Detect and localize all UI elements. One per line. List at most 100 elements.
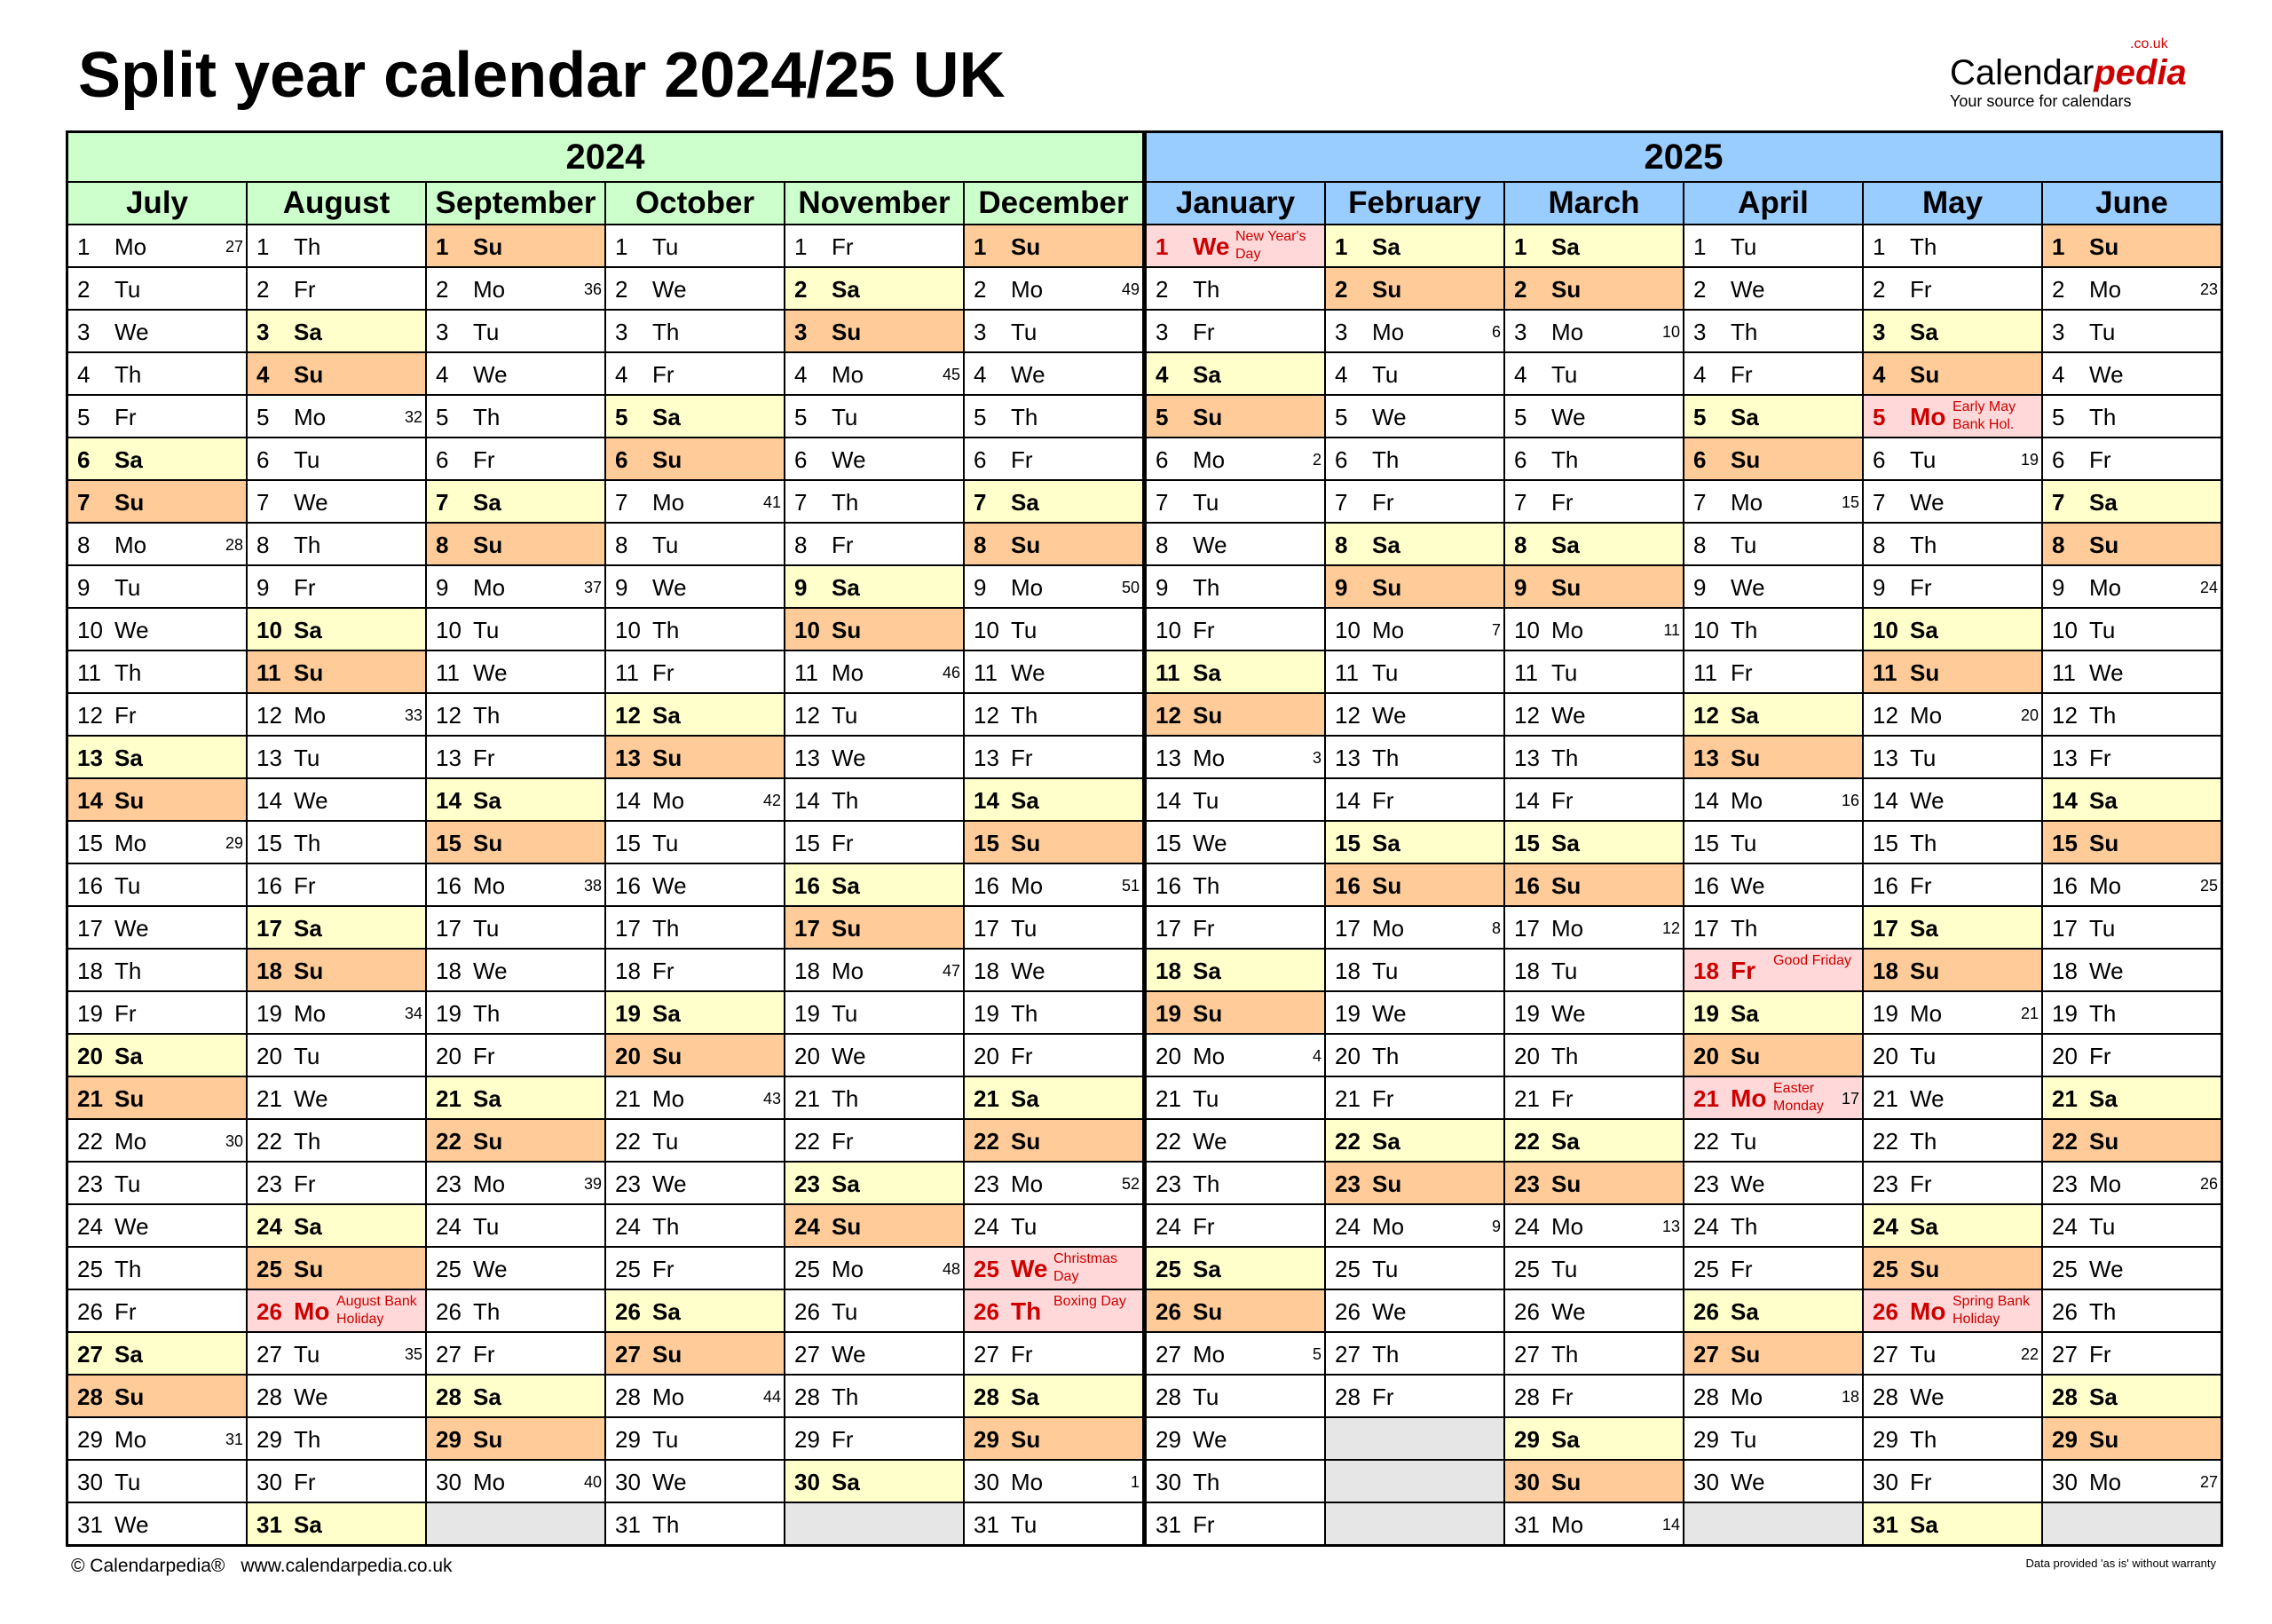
day-row: 21 Su 21 We 21 Sa 21 Mo 43 21 Th 21 Sa 21 Tu 21 Fr 21 Fr 21… [66, 1076, 2223, 1120]
day-cell: 19 Tu [784, 990, 965, 1035]
weekday-label: Mo [1193, 745, 1226, 771]
day-cell: 9 Mo 37 [425, 564, 606, 609]
day-number: 17 [1873, 915, 1898, 942]
weekday-label: Th [1731, 915, 1758, 942]
day-cell: 3 Su [784, 309, 965, 353]
weekday-label: Mo [832, 361, 864, 388]
weekday-label: Su [473, 1128, 503, 1155]
day-cell: 11 Fr [604, 650, 785, 694]
weekday-label: Fr [1551, 489, 1574, 516]
weekday-label: Fr [473, 1341, 495, 1368]
weekday-label: Su [1011, 532, 1041, 558]
day-number: 15 [1693, 830, 1719, 856]
weekday-label: We [2089, 659, 2124, 686]
weekday-label: Th [114, 958, 142, 984]
empty-cell [784, 1502, 965, 1547]
day-number: 6 [77, 446, 91, 473]
day-number: 16 [77, 872, 103, 899]
day-cell: 1 Sa [1324, 224, 1505, 268]
weekday-label: Tu [1193, 489, 1219, 516]
day-cell: 22 Tu [604, 1118, 785, 1163]
website-link[interactable]: www.calendarpedia.co.uk [241, 1556, 453, 1576]
weekday-label: Fr [1011, 446, 1033, 473]
weekday-label: Tu [473, 319, 500, 345]
weekday-label: Sa [832, 1171, 860, 1197]
day-number: 13 [1514, 745, 1540, 771]
day-number: 28 [1873, 1384, 1898, 1410]
day-cell: 15 Su [425, 820, 606, 864]
weekday-label: Su [1731, 1043, 1761, 1069]
weekday-label: Su [832, 319, 862, 345]
day-cell: 11 Tu [1324, 650, 1505, 694]
weekday-label: Sa [832, 276, 860, 303]
day-number: 12 [615, 702, 641, 729]
day-cell: 8 Tu [1683, 522, 1864, 566]
day-cell: 12 Th [425, 692, 606, 737]
day-cell: 22 Tu [1683, 1118, 1864, 1163]
weekday-label: Fr [114, 1000, 137, 1027]
day-cell: 13 Su [604, 735, 785, 779]
weekday-label: Sa [2089, 1085, 2118, 1112]
weekday-label: Fr [1193, 1511, 1215, 1538]
day-number: 29 [615, 1426, 641, 1453]
day-number: 2 [794, 276, 808, 303]
day-cell: 27 Fr [2041, 1331, 2223, 1376]
day-cell: 28 Sa [963, 1374, 1146, 1418]
weekday-label: Mo [1731, 489, 1763, 516]
weekday-label: Mo [832, 958, 864, 984]
weekday-label: Fr [2089, 1043, 2111, 1069]
weekday-label: Fr [652, 659, 674, 686]
week-number: 42 [762, 792, 781, 809]
weekday-label: Su [1011, 1426, 1041, 1453]
weekday-label: Sa [294, 915, 322, 942]
day-number: 9 [256, 574, 270, 601]
day-number: 27 [1873, 1341, 1898, 1368]
weekday-label: Fr [1372, 787, 1394, 814]
weekday-label: Mo [1731, 787, 1763, 814]
day-cell: 25 Fr [1683, 1246, 1864, 1290]
weekday-label: Su [114, 489, 145, 516]
day-cell: 4 Sa [1142, 351, 1326, 396]
month-header-row: July August September October November Decemb… [66, 181, 2223, 225]
day-cell: 1 Th [1862, 224, 2043, 268]
day-cell: 19 Sa [604, 990, 785, 1035]
day-number: 20 [615, 1043, 641, 1069]
day-number: 10 [974, 617, 999, 643]
weekday-label: Sa [1372, 233, 1400, 260]
day-cell: 28 Th [784, 1374, 965, 1418]
day-number: 27 [615, 1341, 641, 1368]
day-number: 25 [974, 1256, 999, 1282]
day-cell: 29 Mo 31 [66, 1416, 248, 1461]
day-number: 30 [2052, 1469, 2078, 1495]
day-number: 5 [1873, 404, 1886, 430]
day-number: 3 [436, 319, 449, 345]
day-number: 30 [794, 1469, 820, 1495]
weekday-label: We [1910, 489, 1945, 516]
calendarpedia-logo[interactable]: Calendarpedia .co.uk Your source for cale… [1950, 37, 2187, 111]
weekday-label: We [473, 659, 508, 686]
weekday-label: Th [1193, 1469, 1220, 1495]
day-cell: 13 Tu [246, 735, 427, 779]
day-cell: 5 Th [425, 394, 606, 438]
day-number: 16 [1335, 872, 1361, 899]
day-cell: 18 We [963, 948, 1146, 992]
weekday-label: Tu [294, 745, 320, 771]
weekday-label: We [832, 745, 866, 771]
day-cell: 24 Tu [425, 1203, 606, 1248]
day-number: 5 [1156, 404, 1169, 430]
holiday-label: Easter Monday [1773, 1081, 1824, 1114]
day-cell: 10 Su [784, 607, 965, 651]
day-cell: 17 Mo 12 [1503, 905, 1684, 950]
day-cell: 27 Tu 22 [1862, 1331, 2043, 1376]
day-cell: 17 Mo 8 [1324, 905, 1505, 950]
day-cell: 7 We [1862, 479, 2043, 524]
day-number: 9 [1156, 574, 1169, 601]
weekday-label: Mo [652, 1384, 685, 1410]
weekday-label: Mo [114, 233, 147, 260]
weekday-label: Fr [832, 532, 854, 558]
day-cell: 27 Sa [66, 1331, 248, 1376]
weekday-label: Sa [114, 745, 143, 771]
day-number: 21 [1693, 1085, 1719, 1112]
day-cell: 11 We [963, 650, 1146, 694]
week-number: 35 [404, 1345, 422, 1363]
